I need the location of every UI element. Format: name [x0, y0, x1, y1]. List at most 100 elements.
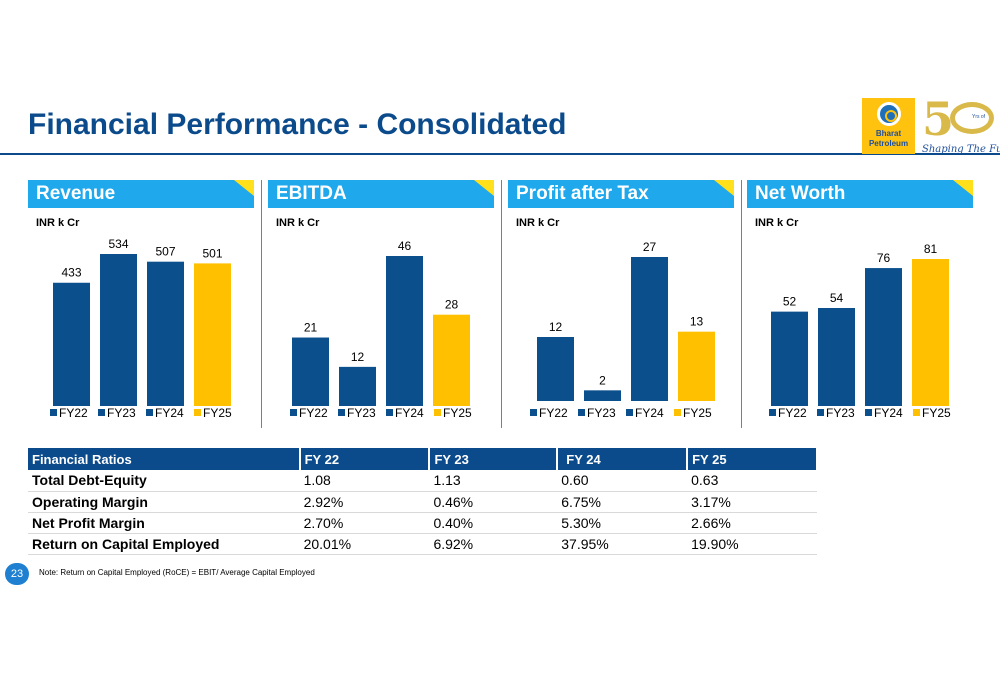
bar-fy25	[194, 263, 231, 406]
bar-fy24	[147, 261, 184, 406]
ratio-label: Total Debt-Equity	[28, 470, 300, 492]
panel-title: Profit after Tax	[516, 183, 649, 204]
bar-value-label: 501	[202, 246, 222, 260]
anniversary-years-text: Yrs of	[972, 114, 986, 120]
table-header-cell: Financial Ratios	[28, 448, 301, 470]
legend-label: FY22	[299, 406, 328, 420]
corner-accent-icon	[714, 180, 734, 196]
bpcl-emblem-icon	[877, 102, 901, 126]
ratio-value: 6.92%	[429, 533, 558, 555]
legend-label: FY23	[107, 406, 136, 420]
bar-fy22	[537, 337, 574, 401]
ratio-value: 0.60	[557, 470, 688, 492]
panel-title: EBITDA	[276, 183, 347, 204]
revenue-panel: Revenue INR k Cr 433 534 507 501 FY22 FY23 FY2…	[28, 180, 254, 428]
bar-fy23	[339, 366, 376, 406]
bar-value-label: 13	[690, 315, 704, 329]
bar-fy24	[865, 268, 902, 406]
legend-swatch	[578, 409, 585, 416]
anniversary-tagline: Shaping The Future	[922, 144, 1000, 155]
panel-header: EBITDA	[268, 180, 494, 208]
ratio-value: 0.46%	[429, 491, 558, 513]
profit-after-tax-chart: 12 2 27 13 FY22 FY23 FY24 FY25	[530, 240, 715, 420]
table-row: Operating Margin 2.92% 0.46% 6.75% 3.17%	[28, 491, 817, 513]
legend-label: FY23	[587, 406, 616, 420]
legend-label: FY24	[635, 406, 664, 420]
table-header-cell: FY 24	[557, 448, 689, 470]
panel-divider	[741, 180, 742, 428]
legend-swatch	[194, 409, 201, 416]
ratio-value: 37.95%	[557, 533, 688, 555]
legend-swatch	[913, 409, 920, 416]
bar-value-label: 534	[108, 237, 128, 251]
ratio-value: 2.66%	[687, 512, 817, 534]
unit-label: INR k Cr	[36, 217, 80, 229]
legend-label: FY22	[539, 406, 568, 420]
bar-value-label: 433	[61, 266, 81, 280]
legend-swatch	[434, 409, 441, 416]
legend-label: FY24	[395, 406, 424, 420]
bar-fy23	[818, 308, 855, 406]
unit-label: INR k Cr	[276, 217, 320, 229]
legend-swatch	[50, 409, 57, 416]
panel-header: Revenue	[28, 180, 254, 208]
bar-value-label: 28	[445, 298, 459, 312]
bar-fy23	[584, 390, 621, 401]
ebitda-chart: 21 12 46 28 FY22 FY23 FY24 FY25	[290, 239, 472, 420]
panel-header: Net Worth	[747, 180, 973, 208]
legend-label: FY23	[826, 406, 855, 420]
panel-divider	[501, 180, 502, 428]
legend-label: FY22	[59, 406, 88, 420]
legend-label: FY22	[778, 406, 807, 420]
ratio-value: 0.40%	[429, 512, 558, 534]
legend-label: FY24	[155, 406, 184, 420]
legend-label: FY25	[922, 406, 951, 420]
legend-swatch	[769, 409, 776, 416]
financial-ratios-table: Financial Ratios FY 22 FY 23 FY 24 FY 25…	[28, 448, 818, 555]
corner-accent-icon	[953, 180, 973, 196]
bar-value-label: 46	[398, 239, 412, 253]
bpcl-logo: Bharat Petroleum	[862, 98, 915, 154]
corner-accent-icon	[474, 180, 494, 196]
ratio-value: 1.08	[299, 470, 430, 492]
bar-fy24	[386, 256, 423, 406]
anniversary-zero-ring-icon	[950, 102, 994, 134]
net-worth-chart: 52 54 76 81 FY22 FY23 FY24 FY25	[769, 242, 951, 420]
ratio-value: 6.75%	[557, 491, 688, 513]
ratio-value: 5.30%	[557, 512, 688, 534]
anniversary-logo: 5 Yrs of Shaping The Future	[920, 92, 1000, 158]
revenue-chart: 433 534 507 501 FY22 FY23 FY24 FY25	[50, 237, 232, 420]
bar-value-label: 21	[304, 321, 318, 335]
panel-divider	[261, 180, 262, 428]
bar-fy25	[678, 331, 715, 401]
unit-label: INR k Cr	[755, 217, 799, 229]
profit-after-tax-panel: Profit after Tax INR k Cr 12 2 27 13 FY22 FY2…	[508, 180, 734, 428]
table-header-row: Financial Ratios FY 22 FY 23 FY 24 FY 25	[28, 448, 818, 470]
footnote: Note: Return on Capital Employed (RoCE) …	[39, 568, 315, 577]
ratio-value: 2.92%	[299, 491, 430, 513]
legend-label: FY25	[203, 406, 232, 420]
legend-label: FY24	[874, 406, 903, 420]
panel-header: Profit after Tax	[508, 180, 734, 208]
legend-swatch	[290, 409, 297, 416]
legend-label: FY23	[347, 406, 376, 420]
bar-value-label: 12	[351, 350, 365, 364]
table-row: Net Profit Margin 2.70% 0.40% 5.30% 2.66…	[28, 512, 817, 534]
table-header-cell: FY 22	[299, 448, 431, 470]
bar-fy22	[292, 337, 329, 406]
legend-swatch	[146, 409, 153, 416]
bar-value-label: 54	[830, 291, 844, 305]
ratio-label: Return on Capital Employed	[28, 533, 300, 555]
page-title: Financial Performance - Consolidated	[28, 108, 567, 141]
bar-fy23	[100, 254, 137, 406]
page-number-badge: 23	[5, 563, 29, 585]
bar-value-label: 81	[924, 242, 938, 256]
legend-label: FY25	[683, 406, 712, 420]
bar-value-label: 12	[549, 320, 563, 334]
ratio-value: 20.01%	[299, 533, 430, 555]
title-underline	[0, 153, 1000, 155]
legend-swatch	[338, 409, 345, 416]
net-worth-panel: Net Worth INR k Cr 52 54 76 81 FY22 FY23 FY24 F…	[747, 180, 973, 428]
ebitda-panel: EBITDA INR k Cr 21 12 46 28 FY22 FY23 FY24 FY25	[268, 180, 494, 428]
legend-swatch	[817, 409, 824, 416]
